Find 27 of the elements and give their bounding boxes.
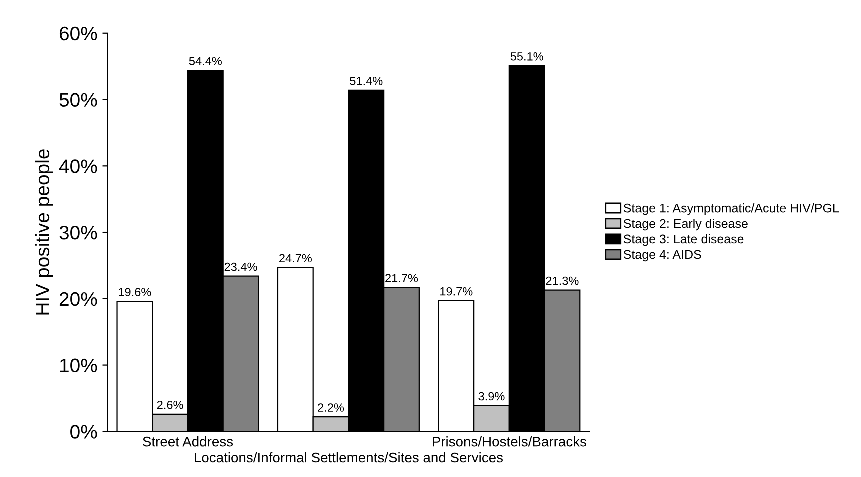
y-tick-label: 0% [70, 425, 98, 439]
data-label: 3.9% [478, 392, 505, 401]
data-label: 2.2% [318, 404, 344, 412]
data-label: 54.4% [189, 57, 222, 66]
y-axis-title: HIV positive people [35, 150, 54, 315]
data-label: 21.3% [546, 276, 579, 286]
legend-label: Stage 3: Late disease [624, 234, 744, 246]
x-tick-label: Prisons/Hostels/Barracks [433, 436, 586, 447]
x-tick-label: Street Address [143, 436, 234, 447]
data-label: 23.4% [224, 262, 258, 272]
data-label: 2.6% [157, 400, 184, 410]
data-label: 19.6% [119, 288, 152, 296]
y-tick-label: 50% [60, 93, 98, 108]
data-label: 21.7% [386, 274, 418, 282]
y-tick-label: 10% [60, 358, 98, 373]
legend-label: Stage 2: Early disease [624, 219, 748, 231]
x-tick-label: Locations/Informal Settlements/Sites and Services [195, 452, 503, 463]
data-label: 51.4% [350, 77, 383, 86]
y-tick-label: 20% [60, 292, 98, 306]
legend-label: Stage 1: Asymptomatic/Acute HIV/PGL [624, 204, 840, 216]
y-tick-label: 60% [60, 26, 98, 41]
data-label: 19.7% [440, 287, 473, 296]
legend-label: Stage 4: AIDS [624, 250, 702, 262]
y-tick-label: 40% [59, 160, 98, 174]
data-label: 55.1% [510, 52, 544, 61]
data-label: 24.7% [280, 254, 312, 263]
y-tick-label: 30% [60, 226, 98, 240]
